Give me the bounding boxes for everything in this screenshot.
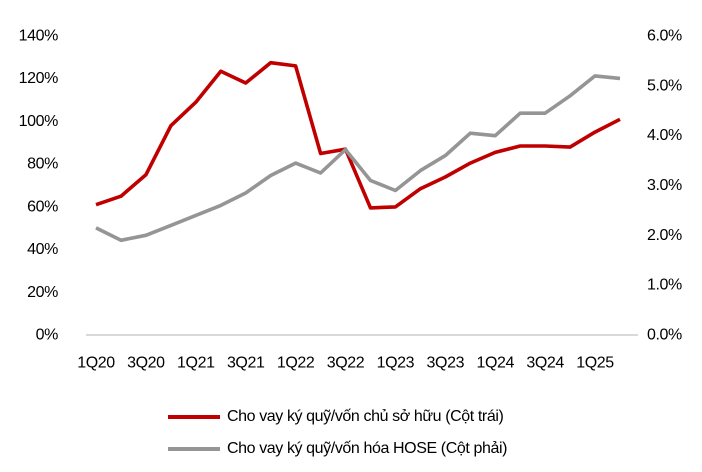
- series-line-margin-over-equity: [95, 60, 621, 210]
- x-axis-tick-label: 1Q24: [476, 355, 514, 372]
- gray-line-swatch: [168, 447, 220, 451]
- legend-label-margin-over-equity: Cho vay ký quỹ/vốn chủ sở hữu (Cột trái): [227, 408, 504, 425]
- legend-item-margin-over-equity: Cho vay ký quỹ/vốn chủ sở hữu (Cột trái): [168, 401, 504, 433]
- x-axis-tick-label: 3Q20: [127, 355, 165, 372]
- left-axis-tick-label: 40%: [27, 241, 58, 258]
- x-axis-tick-label: 1Q22: [277, 355, 315, 372]
- left-axis-tick-label: 120%: [19, 70, 58, 87]
- x-axis-tick-label: 1Q20: [77, 355, 115, 372]
- right-axis-tick-label: 6.0%: [647, 28, 682, 45]
- x-axis-tick-label: 1Q25: [576, 355, 614, 372]
- x-axis-tick-label: 3Q21: [227, 355, 265, 372]
- right-axis-tick-label: 5.0%: [647, 77, 682, 94]
- x-axis-tick-label: 3Q23: [427, 355, 465, 372]
- x-axis-tick-label: 1Q23: [377, 355, 415, 372]
- chart-legend: Cho vay ký quỹ/vốn chủ sở hữu (Cột trái)…: [168, 401, 507, 465]
- left-axis-tick-label: 80%: [27, 156, 58, 173]
- right-axis-tick-label: 0.0%: [647, 327, 682, 344]
- x-axis-tick-label: 3Q24: [526, 355, 564, 372]
- left-axis-tick-label: 20%: [27, 284, 58, 301]
- right-axis-tick-label: 4.0%: [647, 127, 682, 144]
- left-axis-tick-label: 60%: [27, 198, 58, 215]
- series-line-margin-over-hose-cap: [95, 74, 621, 243]
- right-axis-tick-label: 1.0%: [647, 277, 682, 294]
- right-axis-tick-label: 3.0%: [647, 177, 682, 194]
- left-axis-tick-label: 0%: [36, 327, 58, 344]
- left-axis-tick-label: 140%: [19, 28, 58, 45]
- x-axis-tick-label: 1Q21: [177, 355, 215, 372]
- x-axis-tick-label: 3Q22: [327, 355, 365, 372]
- right-axis-tick-label: 2.0%: [647, 227, 682, 244]
- chart-plot-area: 140% 120% 100% 80% 60% 40% 20% 0% 6.0% 5.0% 4.0% 3.…: [19, 28, 683, 372]
- left-axis-tick-label: 100%: [19, 113, 58, 130]
- red-line-swatch: [168, 415, 220, 419]
- legend-item-margin-over-hose-cap: Cho vay ký quỹ/vốn hóa HOSE (Cột phải): [168, 433, 507, 465]
- legend-label-margin-over-hose-cap: Cho vay ký quỹ/vốn hóa HOSE (Cột phải): [227, 440, 508, 457]
